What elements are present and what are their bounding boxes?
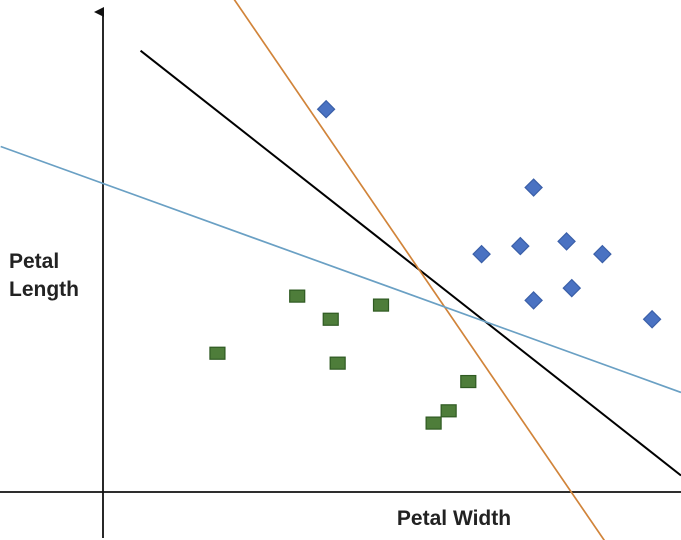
diamond-point-9 — [642, 309, 662, 329]
square-point-7 — [440, 404, 457, 418]
series-diamond — [316, 99, 662, 329]
square-point-6 — [460, 374, 477, 389]
square-point-4 — [372, 298, 390, 312]
diamond-point-2 — [524, 178, 543, 197]
diamond-point-4 — [510, 236, 530, 256]
diamond-point-5 — [557, 232, 576, 251]
diamond-point-6 — [593, 244, 612, 264]
diamond-point-7 — [524, 291, 543, 310]
separator-line-2 — [233, 0, 606, 540]
y-axis-label-line-2: Length — [9, 278, 79, 301]
separator-line-3 — [0, 145, 681, 394]
square-point-2 — [289, 289, 306, 303]
diamond-point-1 — [316, 99, 336, 119]
x-axis-label: Petal Width — [397, 507, 511, 530]
square-point-5 — [329, 356, 346, 370]
diamond-point-3 — [472, 244, 491, 264]
series-square — [209, 289, 477, 430]
data-points — [209, 99, 662, 430]
square-point-8 — [425, 416, 442, 430]
square-point-3 — [322, 312, 339, 326]
square-point-1 — [209, 346, 226, 360]
separator-line-1 — [139, 49, 681, 477]
diamond-point-8 — [562, 278, 582, 298]
y-axis-label-line-1: Petal — [9, 250, 59, 273]
